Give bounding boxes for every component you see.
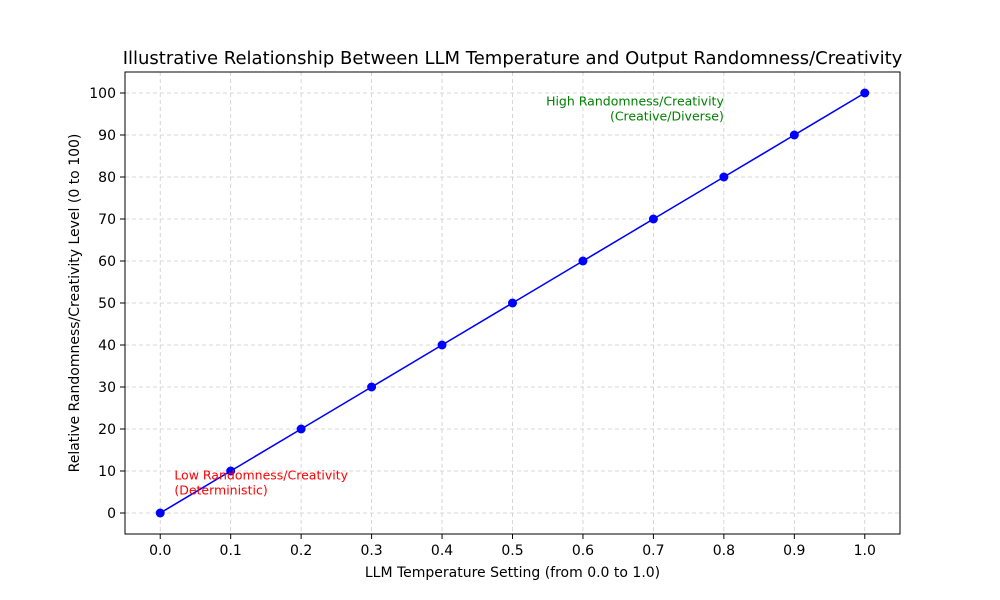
data-point xyxy=(719,172,729,182)
annotation-line: (Deterministic) xyxy=(174,482,267,497)
y-tick-label: 70 xyxy=(98,212,116,228)
chart-title: Illustrative Relationship Between LLM Te… xyxy=(123,48,903,69)
data-point xyxy=(155,508,165,518)
x-axis-ticks: 0.0 0.1 0.2 0.3 0.4 0.5 0.6 0.7 0.8 0.9 1.0 xyxy=(149,534,876,559)
y-tick-label: 30 xyxy=(98,380,116,396)
y-axis-label: Relative Randomness/Creativity Level (0 … xyxy=(67,134,83,473)
data-point xyxy=(367,382,377,392)
data-point xyxy=(226,466,236,476)
y-tick-label: 50 xyxy=(98,296,116,312)
annotation-line: High Randomness/Creativity xyxy=(546,94,724,109)
data-point xyxy=(508,298,517,308)
x-tick-label: 0.9 xyxy=(783,543,805,559)
annotation-text: Low Randomness/Creativity (Deterministic) xyxy=(174,467,348,497)
annotations: Low Randomness/Creativity (Deterministic)… xyxy=(174,94,724,498)
data-point xyxy=(296,424,306,434)
x-tick-label: 0.2 xyxy=(290,543,312,559)
data-point xyxy=(578,256,588,266)
x-tick-label: 0.1 xyxy=(220,543,242,559)
annotation-line: (Creative/Diverse) xyxy=(610,109,724,124)
data-point xyxy=(860,88,870,98)
series-layer xyxy=(155,88,870,518)
x-tick-label: 0.8 xyxy=(713,543,735,559)
y-tick-label: 60 xyxy=(98,254,116,270)
y-tick-label: 90 xyxy=(98,128,116,144)
x-axis-label: LLM Temperature Setting (from 0.0 to 1.0… xyxy=(365,565,660,581)
y-axis-ticks: 0 10 20 30 40 50 60 70 80 90 100 xyxy=(89,86,125,522)
y-tick-label: 40 xyxy=(98,338,116,354)
x-tick-label: 1.0 xyxy=(854,543,876,559)
annotation-text: High Randomness/Creativity (Creative/Dive… xyxy=(546,94,724,124)
y-tick-label: 20 xyxy=(98,422,116,438)
x-tick-label: 0.0 xyxy=(149,543,171,559)
data-point xyxy=(789,130,799,140)
y-tick-label: 0 xyxy=(107,506,116,522)
y-tick-label: 100 xyxy=(89,86,116,102)
x-tick-label: 0.3 xyxy=(360,543,382,559)
y-tick-label: 80 xyxy=(98,170,116,186)
data-point xyxy=(437,340,447,350)
y-tick-label: 10 xyxy=(98,464,116,480)
grid-lines xyxy=(125,72,900,534)
x-tick-label: 0.5 xyxy=(501,543,523,559)
x-tick-label: 0.4 xyxy=(431,543,453,559)
x-tick-label: 0.7 xyxy=(642,543,664,559)
data-point xyxy=(648,214,658,224)
x-tick-label: 0.6 xyxy=(572,543,594,559)
annotation-line: Low Randomness/Creativity xyxy=(174,467,348,482)
